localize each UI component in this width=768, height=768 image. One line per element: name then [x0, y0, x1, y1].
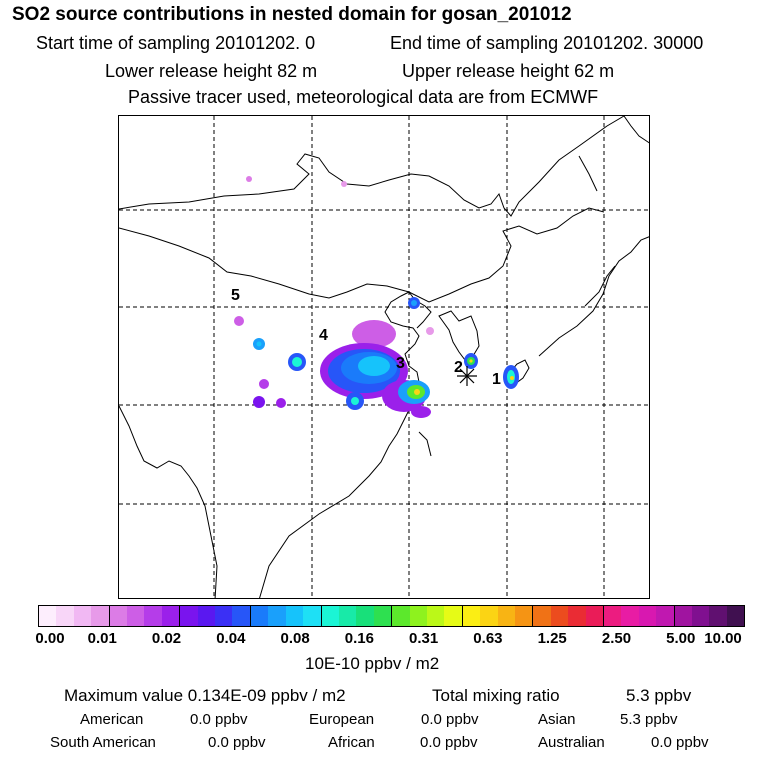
colorbar-segment	[444, 606, 463, 626]
colorbar-segment	[426, 606, 445, 626]
colorbar-segment	[215, 606, 233, 626]
region-name-european: European	[309, 711, 375, 728]
colorbar-segment	[533, 606, 551, 626]
colorbar-tick-label: 0.02	[151, 630, 182, 647]
colorbar-segment	[392, 606, 410, 626]
colorbar-segment	[73, 606, 92, 626]
colorbar-tick-label: 0.31	[409, 630, 439, 647]
max-value-label: Maximum value 0.134E-09 ppbv / m2	[64, 686, 346, 705]
region-name-asian: Asian	[538, 711, 576, 728]
colorbar-segment	[303, 606, 322, 626]
colorbar-segment	[409, 606, 427, 626]
region-name-african: African	[328, 734, 375, 751]
region-value-african: 0.0 ppbv	[420, 734, 478, 751]
end-time-label: End time of sampling 20101202. 30000	[390, 33, 704, 53]
colorbar-tick-label: 5.00	[666, 630, 696, 647]
colorbar-segment	[638, 606, 657, 626]
colorbar	[38, 605, 745, 627]
colorbar-tick-label: 0.16	[344, 630, 374, 647]
colorbar-segment	[462, 606, 481, 626]
colorbar-segment	[338, 606, 357, 626]
tracer-note: Passive tracer used, meteorological data…	[128, 87, 599, 107]
lower-height-label: Lower release height 82 m	[105, 61, 318, 81]
colorbar-segment	[268, 606, 286, 626]
colorbar-tick-label: 10.00	[704, 630, 742, 647]
colorbar-segment	[232, 606, 251, 626]
colorbar-segment	[285, 606, 304, 626]
source-marker-5: 5	[231, 287, 240, 304]
total-mixing-value: 5.3 ppbv	[626, 686, 692, 705]
colorbar-segment	[550, 606, 569, 626]
colorbar-tick-label: 1.25	[537, 630, 567, 647]
colorbar-tick-label: 0.00	[35, 630, 65, 647]
region-value-south-american: 0.0 ppbv	[208, 734, 266, 751]
source-marker-4: 4	[319, 327, 328, 344]
region-value-asian: 5.3 ppbv	[620, 711, 678, 728]
region-name-south-american: South American	[50, 734, 156, 751]
colorbar-segment	[56, 606, 74, 626]
concentration-plume	[234, 176, 519, 418]
colorbar-segment	[109, 606, 128, 626]
colorbar-segment	[674, 606, 693, 626]
colorbar-segment	[91, 606, 110, 626]
asterisk-icon	[457, 366, 477, 386]
colorbar-segment	[180, 606, 198, 626]
colorbar-segment	[161, 606, 181, 626]
source-marker-3: 3	[396, 355, 405, 372]
colorbar-segment	[127, 606, 145, 626]
map-panel: 1 2 3 4 5	[118, 115, 650, 599]
colorbar-segment	[692, 606, 710, 626]
colorbar-segment	[568, 606, 586, 626]
total-mixing-label: Total mixing ratio	[432, 686, 560, 705]
colorbar-segment	[497, 606, 515, 626]
colorbar-segment	[480, 606, 498, 626]
colorbar-segment	[197, 606, 216, 626]
colorbar-segment	[709, 606, 727, 626]
colorbar-segment	[604, 606, 622, 626]
colorbar-segment	[144, 606, 162, 626]
colorbar-segment	[356, 606, 374, 626]
colorbar-tick-label: 0.08	[280, 630, 310, 647]
colorbar-tick-label: 2.50	[601, 630, 632, 647]
region-value-european: 0.0 ppbv	[421, 711, 479, 728]
colorbar-tick-label: 0.63	[473, 630, 503, 647]
source-marker-1: 1	[492, 371, 501, 388]
source-marker-2: 2	[454, 359, 463, 376]
map-canvas: 1 2 3 4 5	[119, 116, 649, 598]
start-time-label: Start time of sampling 20101202. 0	[36, 33, 316, 53]
colorbar-segment	[250, 606, 269, 626]
colorbar-segment	[656, 606, 675, 626]
colorbar-segment	[514, 606, 534, 626]
region-value-australian: 0.0 ppbv	[651, 734, 709, 751]
colorbar-tick-label: 0.01	[87, 630, 117, 647]
colorbar-segment	[321, 606, 339, 626]
upper-height-label: Upper release height 62 m	[402, 61, 615, 81]
region-name-australian: Australian	[538, 734, 605, 751]
colorbar-segment	[726, 606, 745, 626]
colorbar-segment	[621, 606, 639, 626]
region-name-american: American	[80, 711, 144, 728]
map-title: SO2 source contributions in nested domai…	[12, 4, 572, 25]
colorbar-tick-label: 0.04	[216, 630, 246, 647]
colorbar-segment	[39, 606, 57, 626]
graticule	[119, 116, 649, 598]
colorbar-unit: 10E-10 ppbv / m2	[305, 654, 440, 673]
colorbar-segment	[585, 606, 604, 626]
region-value-american: 0.0 ppbv	[190, 711, 248, 728]
colorbar-segment	[373, 606, 393, 626]
